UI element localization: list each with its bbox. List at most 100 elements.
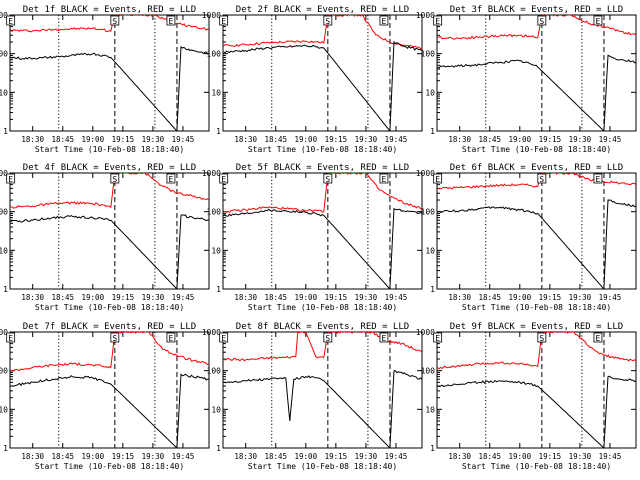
y-tick-label: 10 xyxy=(211,88,221,97)
x-tick-label: 19:30 xyxy=(569,452,592,461)
marker-box xyxy=(593,173,603,184)
lld-series-line xyxy=(437,173,636,190)
marker-label: S xyxy=(112,17,117,26)
x-axis-label: Start Time (10-Feb-08 18:18:40) xyxy=(462,145,611,154)
marker-box xyxy=(166,15,176,26)
y-tick-label: 1 xyxy=(216,127,221,136)
x-tick-label: 19:00 xyxy=(295,293,318,302)
y-tick-label: 1 xyxy=(430,285,435,294)
panel-title: Det 5f BLACK = Events, RED = LLD xyxy=(236,163,409,173)
plot-frame xyxy=(9,14,210,132)
x-axis-label: Start Time (10-Feb-08 18:18:40) xyxy=(35,303,184,312)
panel-det-1: Det 1f BLACK = Events, RED = LLD 1 10 100 10… xyxy=(0,5,210,154)
plot-frame xyxy=(222,331,423,449)
x-tick-label: 19:00 xyxy=(82,452,105,461)
panel-title: Det 8f BLACK = Events, RED = LLD xyxy=(236,322,409,332)
marker-label: S xyxy=(539,334,544,343)
plot-frame xyxy=(436,14,637,132)
marker-label: S xyxy=(112,334,117,343)
y-tick-label: 10 xyxy=(425,405,435,414)
y-tick-label: 100 xyxy=(421,367,436,376)
x-tick-label: 19:30 xyxy=(569,293,592,302)
x-tick-label: 19:45 xyxy=(172,135,195,144)
panel-det-7: Det 7f BLACK = Events, RED = LLD 1 10 100 10… xyxy=(0,322,210,471)
events-series-line xyxy=(10,373,209,448)
marker-box xyxy=(6,332,16,343)
x-tick-label: 18:45 xyxy=(264,293,287,302)
x-tick-label: 18:30 xyxy=(234,135,257,144)
plot-frame xyxy=(222,14,423,132)
x-tick-label: 18:45 xyxy=(51,452,74,461)
marker-box xyxy=(379,332,389,343)
panel-det-9: Det 9f BLACK = Events, RED = LLD 1 10 100 10… xyxy=(416,322,637,471)
marker-label: E xyxy=(8,334,13,343)
x-tick-label: 19:30 xyxy=(142,293,165,302)
marker-box xyxy=(110,15,120,26)
y-tick-label: 1 xyxy=(3,444,8,453)
y-tick-label: 10 xyxy=(0,246,8,255)
panel-title: Det 6f BLACK = Events, RED = LLD xyxy=(450,163,623,173)
marker-label: E xyxy=(382,17,387,26)
x-tick-label: 19:00 xyxy=(82,135,105,144)
y-tick-label: 1000 xyxy=(202,169,221,178)
y-tick-label: 10 xyxy=(211,246,221,255)
marker-label: S xyxy=(112,175,117,184)
x-tick-label: 19:15 xyxy=(112,293,135,302)
lld-series-line xyxy=(10,15,209,33)
plot-frame xyxy=(222,172,423,290)
x-tick-label: 19:45 xyxy=(385,135,408,144)
panel-title: Det 7f BLACK = Events, RED = LLD xyxy=(23,322,196,332)
x-tick-label: 18:45 xyxy=(264,135,287,144)
events-series-line xyxy=(437,199,636,289)
x-tick-label: 19:15 xyxy=(539,452,562,461)
x-tick-label: 18:45 xyxy=(478,135,501,144)
x-axis-label: Start Time (10-Feb-08 18:18:40) xyxy=(248,303,397,312)
marker-box xyxy=(110,332,120,343)
x-tick-label: 19:00 xyxy=(82,293,105,302)
x-tick-label: 18:45 xyxy=(478,452,501,461)
x-tick-label: 18:30 xyxy=(234,452,257,461)
lld-series-line xyxy=(223,15,422,50)
marker-box xyxy=(537,173,547,184)
marker-box xyxy=(433,332,443,343)
marker-label: E xyxy=(596,334,601,343)
marker-box xyxy=(166,173,176,184)
events-series-line xyxy=(10,214,209,289)
panel-title: Det 2f BLACK = Events, RED = LLD xyxy=(236,5,409,15)
marker-box xyxy=(166,332,176,343)
marker-box xyxy=(593,15,603,26)
x-tick-label: 19:30 xyxy=(355,135,378,144)
x-tick-label: 18:45 xyxy=(478,293,501,302)
x-axis-label: Start Time (10-Feb-08 18:18:40) xyxy=(35,462,184,471)
y-tick-label: 1 xyxy=(430,444,435,453)
marker-label: S xyxy=(325,17,330,26)
marker-label: E xyxy=(382,334,387,343)
x-tick-label: 19:45 xyxy=(599,452,622,461)
y-tick-label: 100 xyxy=(0,367,8,376)
marker-label: E xyxy=(169,175,174,184)
lld-series-line xyxy=(223,332,422,362)
x-tick-label: 19:45 xyxy=(172,452,195,461)
x-tick-label: 18:30 xyxy=(21,452,44,461)
events-series-line xyxy=(223,207,422,289)
x-tick-label: 18:45 xyxy=(264,452,287,461)
marker-box xyxy=(379,173,389,184)
plot-frame xyxy=(9,172,210,290)
marker-box xyxy=(219,15,229,26)
y-tick-label: 1 xyxy=(430,127,435,136)
y-tick-label: 10 xyxy=(0,405,8,414)
y-tick-label: 1000 xyxy=(0,169,8,178)
y-tick-label: 1000 xyxy=(416,11,435,20)
x-tick-label: 19:15 xyxy=(325,293,348,302)
y-tick-label: 1000 xyxy=(0,11,8,20)
y-tick-label: 10 xyxy=(0,88,8,97)
marker-label: E xyxy=(221,17,226,26)
events-series-line xyxy=(437,54,636,131)
y-tick-label: 100 xyxy=(207,50,222,59)
x-tick-label: 19:45 xyxy=(172,293,195,302)
marker-label: S xyxy=(325,334,330,343)
lld-series-line xyxy=(10,332,209,372)
x-tick-label: 19:00 xyxy=(509,135,532,144)
marker-box xyxy=(6,15,16,26)
